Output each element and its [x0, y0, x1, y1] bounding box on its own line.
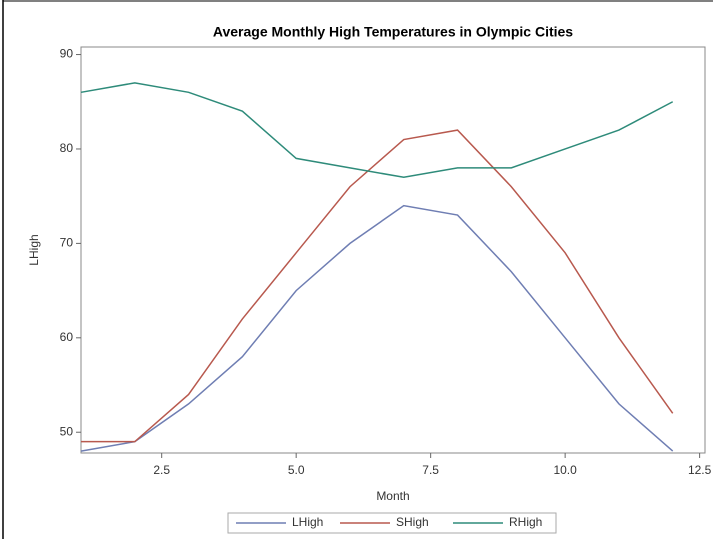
x-tick-label: 12.5 [688, 463, 712, 477]
legend-label: SHigh [396, 515, 429, 529]
chart-title: Average Monthly High Temperatures in Oly… [213, 24, 573, 40]
x-tick-label: 2.5 [153, 463, 170, 477]
y-tick-label: 70 [60, 236, 74, 250]
legend-label: LHigh [292, 515, 323, 529]
x-tick-label: 7.5 [422, 463, 439, 477]
x-tick-label: 10.0 [553, 463, 577, 477]
line-series [80, 82, 674, 179]
x-tick-label: 5.0 [288, 463, 305, 477]
line-series [81, 129, 674, 443]
y-tick-label: 60 [60, 330, 74, 344]
y-tick-label: 80 [60, 141, 74, 155]
legend-label: RHigh [509, 515, 542, 529]
plot-frame [80, 46, 706, 454]
line-series [80, 204, 674, 452]
legend-box [227, 512, 557, 534]
y-axis-label: LHigh [27, 234, 41, 265]
y-tick-label: 90 [60, 47, 74, 61]
x-axis-label: Month [376, 489, 409, 503]
y-tick-label: 50 [60, 424, 74, 438]
